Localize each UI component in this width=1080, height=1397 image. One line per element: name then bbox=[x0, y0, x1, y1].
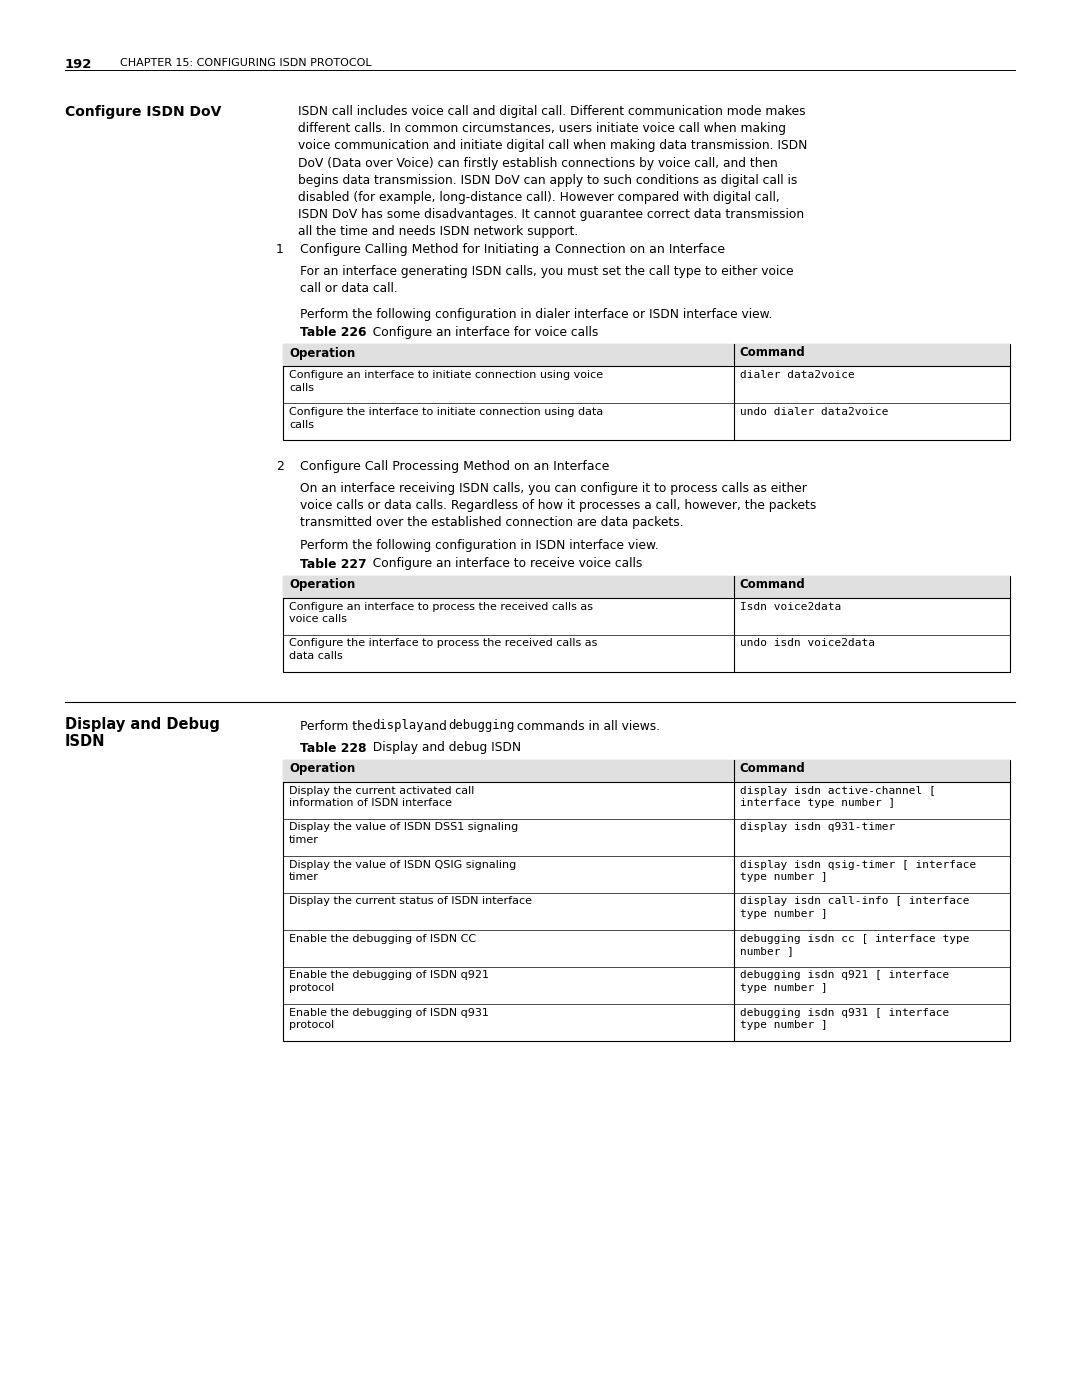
Text: Operation: Operation bbox=[289, 346, 355, 359]
Text: Configure an interface to initiate connection using voice
calls: Configure an interface to initiate conne… bbox=[289, 370, 603, 393]
Text: Display the value of ISDN DSS1 signaling
timer: Display the value of ISDN DSS1 signaling… bbox=[289, 823, 518, 845]
Text: Perform the following configuration in ISDN interface view.: Perform the following configuration in I… bbox=[300, 539, 659, 552]
Text: and: and bbox=[420, 719, 450, 732]
Text: 2: 2 bbox=[276, 460, 284, 474]
Text: Isdn voice2data: Isdn voice2data bbox=[740, 602, 841, 612]
Text: Enable the debugging of ISDN CC: Enable the debugging of ISDN CC bbox=[289, 933, 476, 943]
Text: Display the value of ISDN QSIG signaling
timer: Display the value of ISDN QSIG signaling… bbox=[289, 859, 516, 883]
Text: display isdn call-info [ interface
type number ]: display isdn call-info [ interface type … bbox=[740, 897, 969, 919]
Text: Perform the following configuration in dialer interface or ISDN interface view.: Perform the following configuration in d… bbox=[300, 307, 772, 321]
Text: Command: Command bbox=[740, 346, 806, 359]
Text: Configure the interface to process the received calls as
data calls: Configure the interface to process the r… bbox=[289, 638, 597, 661]
Text: Enable the debugging of ISDN q921
protocol: Enable the debugging of ISDN q921 protoc… bbox=[289, 971, 489, 993]
Text: ISDN call includes voice call and digital call. Different communication mode mak: ISDN call includes voice call and digita… bbox=[298, 105, 808, 239]
Text: 1: 1 bbox=[276, 243, 284, 256]
Text: For an interface generating ISDN calls, you must set the call type to either voi: For an interface generating ISDN calls, … bbox=[300, 265, 794, 295]
Text: commands in all views.: commands in all views. bbox=[513, 719, 660, 732]
Text: On an interface receiving ISDN calls, you can configure it to process calls as e: On an interface receiving ISDN calls, yo… bbox=[300, 482, 816, 529]
Text: Command: Command bbox=[740, 761, 806, 775]
Bar bbox=[283, 576, 1010, 672]
Text: debugging: debugging bbox=[448, 719, 514, 732]
Text: debugging isdn cc [ interface type
number ]: debugging isdn cc [ interface type numbe… bbox=[740, 933, 969, 957]
Text: Display the current activated call
information of ISDN interface: Display the current activated call infor… bbox=[289, 785, 474, 809]
Bar bbox=[283, 344, 1010, 440]
Text: Operation: Operation bbox=[289, 761, 355, 775]
Text: Command: Command bbox=[740, 578, 806, 591]
Text: Table 227: Table 227 bbox=[300, 557, 366, 570]
Text: Configure an interface to receive voice calls: Configure an interface to receive voice … bbox=[365, 557, 643, 570]
Bar bbox=[283, 760, 1010, 781]
Text: 192: 192 bbox=[65, 59, 93, 71]
Text: display isdn q931-timer: display isdn q931-timer bbox=[740, 823, 895, 833]
Text: Display and Debug: Display and Debug bbox=[65, 718, 220, 732]
Text: Enable the debugging of ISDN q931
protocol: Enable the debugging of ISDN q931 protoc… bbox=[289, 1007, 489, 1031]
Bar bbox=[283, 344, 1010, 366]
Text: Table 226: Table 226 bbox=[300, 326, 366, 339]
Text: Configure ISDN DoV: Configure ISDN DoV bbox=[65, 105, 221, 119]
Text: Configure the interface to initiate connection using data
calls: Configure the interface to initiate conn… bbox=[289, 407, 604, 430]
Text: Configure Call Processing Method on an Interface: Configure Call Processing Method on an I… bbox=[300, 460, 609, 474]
Text: Configure an interface for voice calls: Configure an interface for voice calls bbox=[365, 326, 598, 339]
Text: Perform the: Perform the bbox=[300, 719, 376, 732]
Text: Configure an interface to process the received calls as
voice calls: Configure an interface to process the re… bbox=[289, 602, 593, 624]
Bar bbox=[283, 760, 1010, 1041]
Text: Operation: Operation bbox=[289, 578, 355, 591]
Text: display isdn active-channel [
interface type number ]: display isdn active-channel [ interface … bbox=[740, 785, 935, 809]
Text: dialer data2voice: dialer data2voice bbox=[740, 370, 854, 380]
Text: undo dialer data2voice: undo dialer data2voice bbox=[740, 407, 888, 416]
Text: display isdn qsig-timer [ interface
type number ]: display isdn qsig-timer [ interface type… bbox=[740, 859, 976, 883]
Text: CHAPTER 15: CONFIGURING ISDN PROTOCOL: CHAPTER 15: CONFIGURING ISDN PROTOCOL bbox=[120, 59, 372, 68]
Text: Configure Calling Method for Initiating a Connection on an Interface: Configure Calling Method for Initiating … bbox=[300, 243, 725, 256]
Text: undo isdn voice2data: undo isdn voice2data bbox=[740, 638, 875, 648]
Text: Table 228: Table 228 bbox=[300, 742, 366, 754]
Text: debugging isdn q921 [ interface
type number ]: debugging isdn q921 [ interface type num… bbox=[740, 971, 949, 993]
Text: ISDN: ISDN bbox=[65, 735, 106, 750]
Text: Display and debug ISDN: Display and debug ISDN bbox=[365, 742, 522, 754]
Text: Display the current status of ISDN interface: Display the current status of ISDN inter… bbox=[289, 897, 532, 907]
Text: debugging isdn q931 [ interface
type number ]: debugging isdn q931 [ interface type num… bbox=[740, 1007, 949, 1031]
Text: display: display bbox=[372, 719, 423, 732]
Bar bbox=[283, 576, 1010, 598]
